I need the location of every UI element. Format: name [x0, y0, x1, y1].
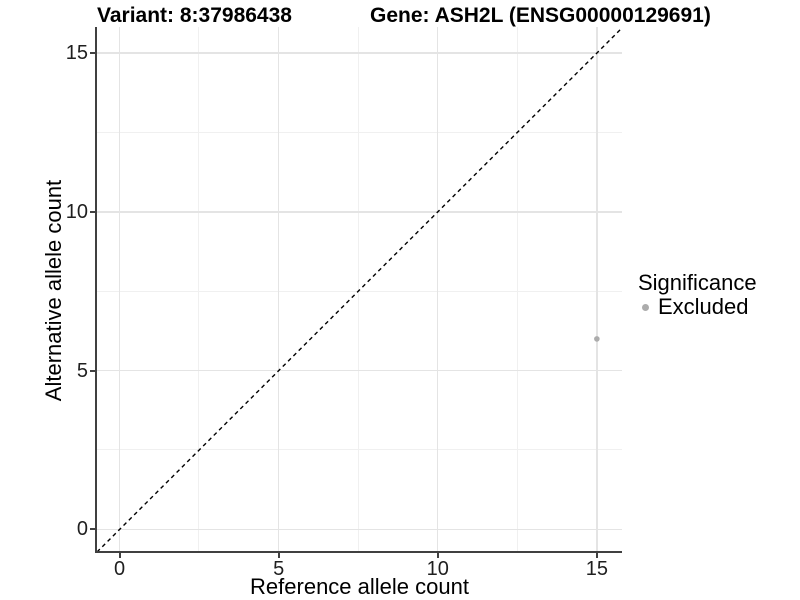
plot-overlay	[97, 27, 622, 552]
y-tick-label: 10	[65, 200, 88, 223]
y-major-gridline	[97, 211, 622, 213]
y-minor-gridline	[97, 131, 622, 133]
x-minor-gridline	[198, 27, 200, 552]
y-tick-mark	[90, 528, 95, 531]
identity-reference-line	[97, 27, 622, 552]
y-tick-label: 5	[76, 359, 88, 382]
y-major-gridline	[97, 369, 622, 372]
x-minor-gridline	[516, 27, 518, 552]
plot-title-gene: Gene: ASH2L (ENSG00000129691)	[370, 4, 711, 27]
x-axis-line	[95, 551, 622, 553]
plot-panel	[97, 27, 622, 552]
y-major-gridline	[97, 528, 622, 531]
y-axis-title: Alternative allele count	[41, 179, 66, 402]
y-tick-mark	[90, 52, 95, 55]
y-tick-mark	[90, 210, 95, 213]
x-tick-mark	[118, 553, 121, 558]
x-tick-label: 10	[426, 558, 449, 580]
x-major-gridline	[596, 27, 598, 552]
legend-item-excluded: Excluded	[638, 294, 757, 319]
legend-marker-circle-icon	[642, 303, 649, 311]
legend-title: Significance	[638, 270, 757, 295]
x-minor-gridline	[357, 27, 359, 552]
legend: Significance Excluded	[638, 270, 757, 320]
y-axis-line	[95, 27, 97, 553]
y-tick-label: 0	[76, 518, 88, 541]
x-tick-label: 5	[273, 558, 285, 580]
x-tick-label: 0	[114, 558, 126, 580]
y-tick-label: 15	[65, 42, 88, 65]
data-point	[594, 336, 600, 342]
x-major-gridline	[118, 27, 121, 552]
x-tick-mark	[436, 553, 439, 558]
x-axis-title: Reference allele count	[250, 574, 469, 599]
x-tick-label: 15	[585, 558, 608, 580]
x-tick-mark	[277, 553, 280, 558]
legend-item-label: Excluded	[658, 294, 749, 319]
x-major-gridline	[277, 27, 280, 552]
x-tick-mark	[595, 553, 598, 558]
y-tick-mark	[90, 369, 95, 372]
y-minor-gridline	[97, 290, 622, 292]
y-major-gridline	[97, 52, 622, 54]
y-minor-gridline	[97, 449, 622, 451]
x-major-gridline	[437, 27, 439, 552]
plot-title-variant: Variant: 8:37986438	[97, 4, 292, 27]
